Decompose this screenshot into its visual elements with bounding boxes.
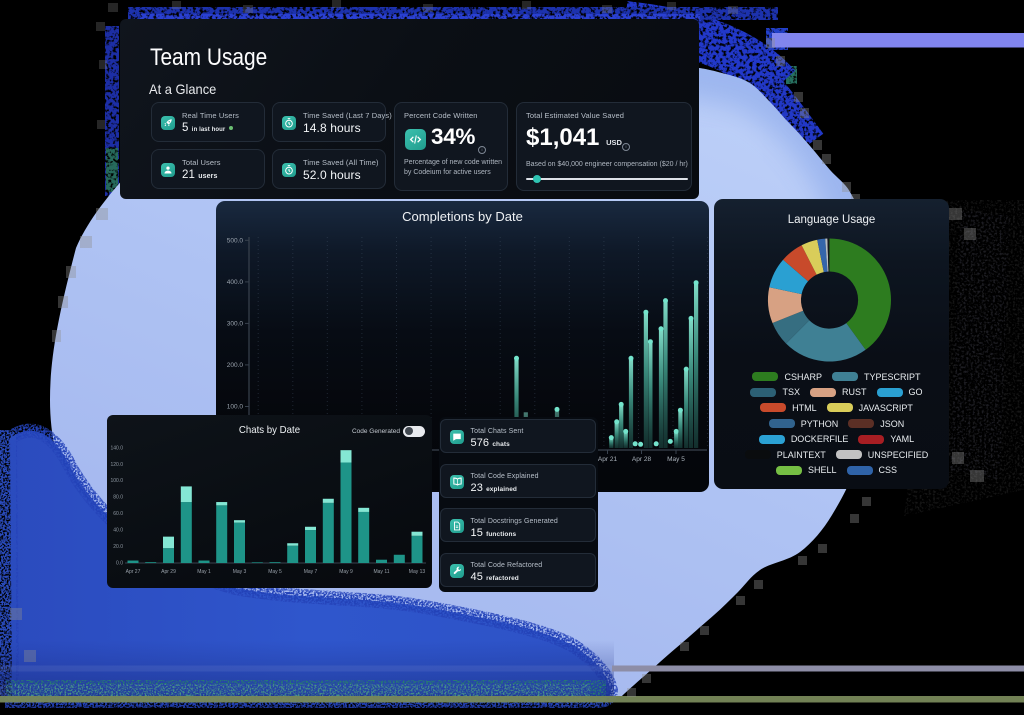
svg-text:May 11: May 11 <box>373 569 389 575</box>
svg-text:Apr 28: Apr 28 <box>632 456 652 463</box>
svg-text:May 13: May 13 <box>409 569 426 575</box>
svg-text:140.0: 140.0 <box>110 445 123 451</box>
svg-text:0.0: 0.0 <box>116 561 123 567</box>
svg-text:May 5: May 5 <box>268 569 282 575</box>
svg-text:300.0: 300.0 <box>227 320 244 327</box>
svg-text:400.0: 400.0 <box>227 279 244 286</box>
svg-text:May 1: May 1 <box>197 569 211 575</box>
svg-text:20.0: 20.0 <box>113 544 123 550</box>
svg-text:60.0: 60.0 <box>113 511 123 517</box>
svg-text:May 7: May 7 <box>304 569 318 575</box>
svg-text:May 3: May 3 <box>233 569 247 575</box>
svg-text:May 5: May 5 <box>667 456 685 463</box>
svg-text:Apr 29: Apr 29 <box>161 569 176 575</box>
svg-text:120.0: 120.0 <box>110 462 123 468</box>
svg-text:40.0: 40.0 <box>113 528 123 534</box>
svg-text:May 9: May 9 <box>339 569 353 575</box>
svg-text:80.0: 80.0 <box>113 495 123 501</box>
svg-text:100.0: 100.0 <box>110 478 123 484</box>
svg-text:100.0: 100.0 <box>227 404 244 411</box>
svg-text:Apr 21: Apr 21 <box>598 456 618 463</box>
svg-text:200.0: 200.0 <box>227 362 244 369</box>
svg-text:Apr 27: Apr 27 <box>126 569 141 575</box>
svg-text:500.0: 500.0 <box>227 237 244 244</box>
